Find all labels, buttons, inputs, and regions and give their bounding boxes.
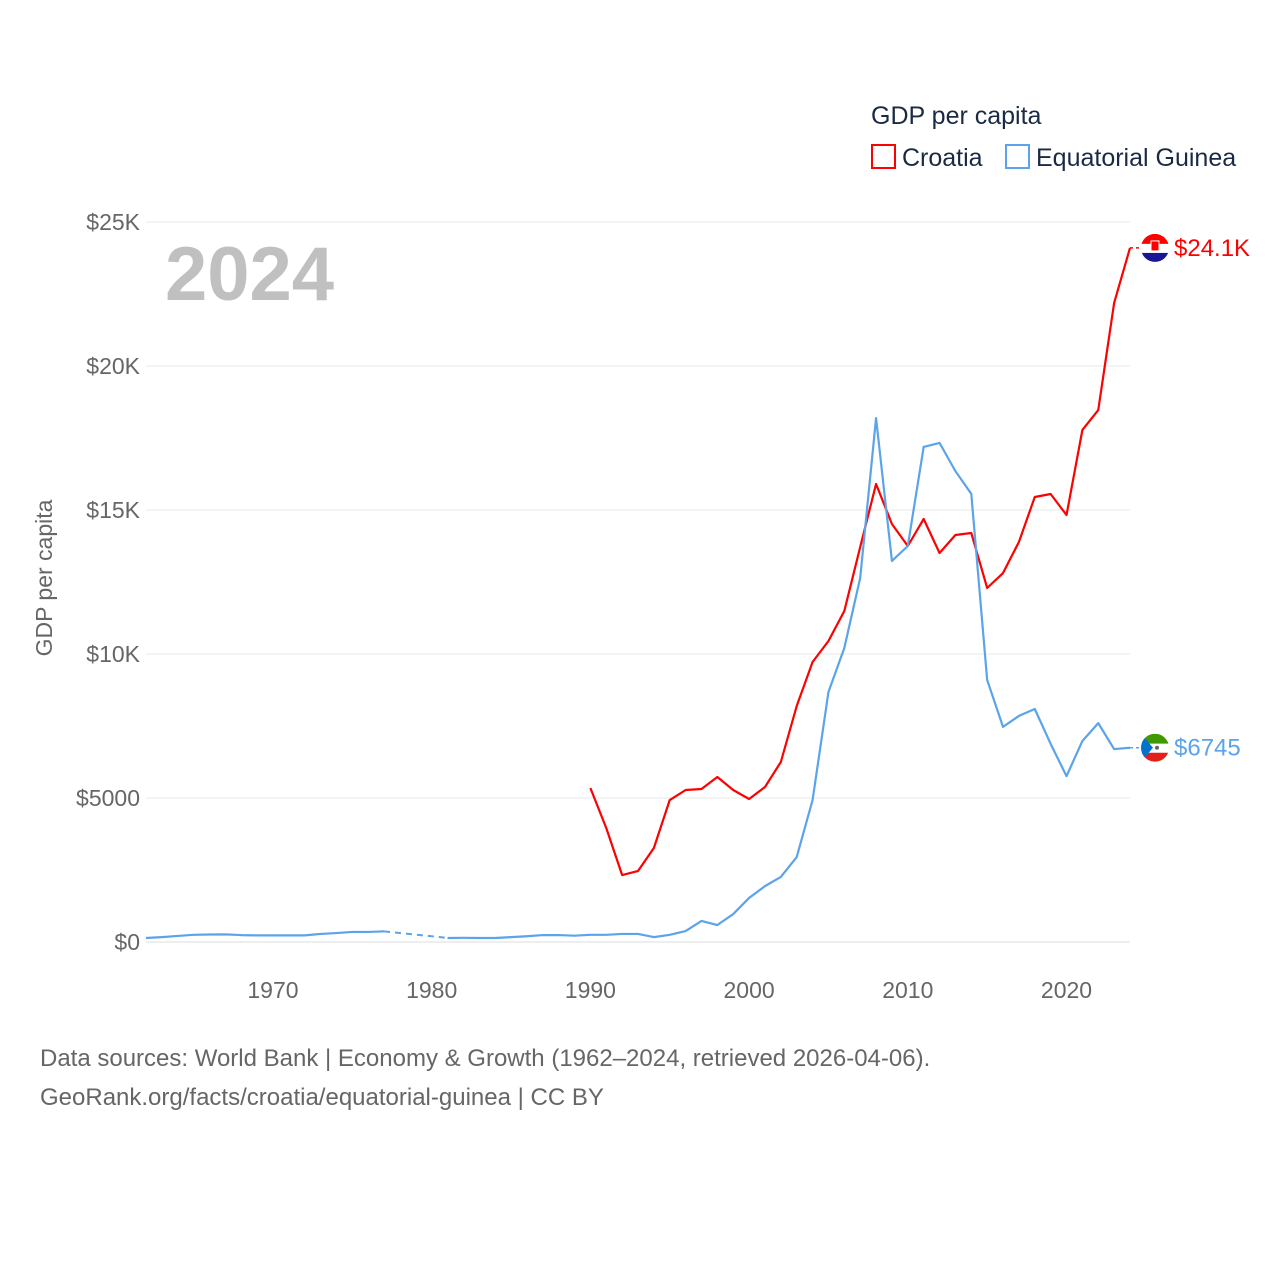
y-tick-label: $0 — [114, 929, 140, 955]
y-axis-label: GDP per capita — [31, 499, 57, 656]
legend-swatch — [871, 144, 896, 169]
x-tick-label: 2020 — [1041, 977, 1092, 1003]
footer-sources: Data sources: World Bank | Economy & Gro… — [40, 1045, 931, 1072]
legend-swatch — [1005, 144, 1030, 169]
x-tick-label: 1970 — [247, 977, 298, 1003]
x-tick-label: 2000 — [724, 977, 775, 1003]
x-tick-label: 2010 — [882, 977, 933, 1003]
croatia-flag-icon — [1141, 233, 1169, 262]
series-line-1 — [447, 417, 1131, 940]
series-line-1 — [145, 930, 385, 940]
y-tick-label: $25K — [86, 209, 140, 235]
y-tick-label: $20K — [86, 353, 140, 379]
legend-title: GDP per capita — [871, 102, 1042, 130]
footer-credit[interactable]: GeoRank.org/facts/croatia/equatorial-gui… — [40, 1084, 604, 1111]
y-tick-label: $5000 — [76, 785, 140, 811]
y-tick-label: $10K — [86, 641, 140, 667]
series-line-0 — [589, 247, 1132, 877]
y-tick-label: $15K — [86, 497, 140, 523]
legend-entry-1: Equatorial Guinea — [1036, 144, 1236, 172]
legend-entry-0: Croatia — [902, 144, 983, 172]
end-label-0: $24.1K — [1174, 235, 1250, 262]
series-gap-1 — [383, 930, 448, 939]
year-label: 2024 — [165, 232, 334, 317]
equatorial-guinea-flag-icon — [1141, 733, 1169, 762]
x-tick-label: 1980 — [406, 977, 457, 1003]
x-tick-label: 1990 — [565, 977, 616, 1003]
end-label-1: $6745 — [1174, 735, 1241, 762]
